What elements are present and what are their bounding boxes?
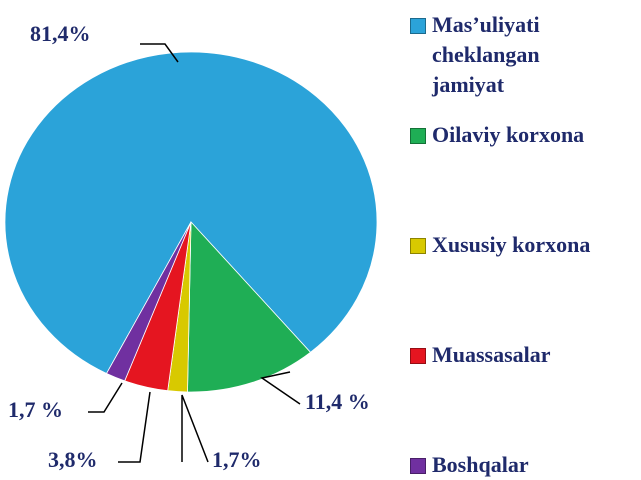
leader-line xyxy=(88,382,123,413)
leader-line xyxy=(181,394,209,463)
legend-label: Muassasalar xyxy=(432,342,551,367)
pie-slice xyxy=(4,51,378,374)
pie-slice xyxy=(105,221,192,382)
legend-swatch xyxy=(410,18,426,34)
legend-item: Muassasalar xyxy=(410,340,641,370)
data-label: 3,8% xyxy=(48,447,98,472)
legend-item: Oilaviy korxona xyxy=(410,120,641,150)
legend-swatch xyxy=(410,348,426,364)
data-label: 81,4% xyxy=(30,21,91,46)
leader-line xyxy=(260,371,301,405)
legend-item: Xususiy korxona xyxy=(410,230,641,260)
legend-label: Boshqalar xyxy=(432,452,529,477)
legend-label: Xususiy korxona xyxy=(432,232,591,257)
legend-swatch xyxy=(410,128,426,144)
data-label: 11,4 % xyxy=(305,389,370,414)
leader-line xyxy=(118,391,151,463)
data-label: 1,7 % xyxy=(8,397,63,422)
legend-label: Mas’uliyati cheklangan jamiyat xyxy=(432,12,540,97)
legend-item: Mas’uliyati cheklangan jamiyat xyxy=(410,10,582,100)
legend-swatch xyxy=(410,458,426,474)
legend-swatch xyxy=(410,238,426,254)
legend-item: Boshqalar xyxy=(410,450,641,480)
leader-line xyxy=(140,43,179,63)
data-label: 1,7% xyxy=(212,447,262,472)
legend-label: Oilaviy korxona xyxy=(432,122,585,147)
pie-slice xyxy=(187,220,312,393)
